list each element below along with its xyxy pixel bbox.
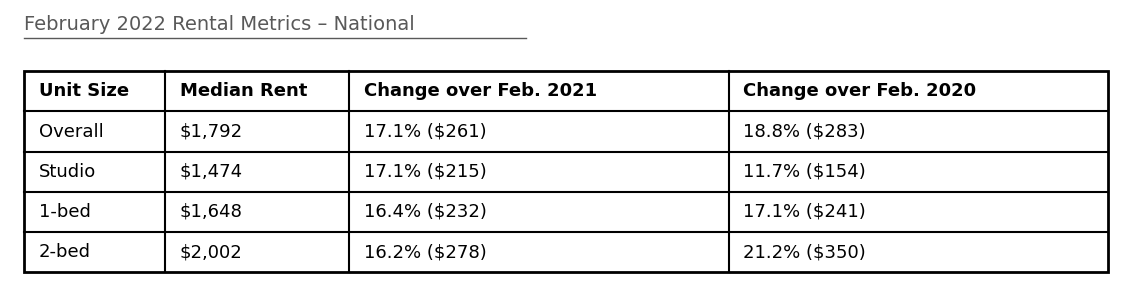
Text: 16.2% ($278): 16.2% ($278) — [363, 243, 487, 261]
Text: 1-bed: 1-bed — [38, 203, 91, 221]
Text: Change over Feb. 2020: Change over Feb. 2020 — [744, 82, 977, 100]
Text: Studio: Studio — [38, 163, 96, 181]
Text: $1,474: $1,474 — [180, 163, 242, 181]
Text: 17.1% ($215): 17.1% ($215) — [363, 163, 487, 181]
Text: $2,002: $2,002 — [180, 243, 242, 261]
Text: $1,648: $1,648 — [180, 203, 242, 221]
Text: February 2022 Rental Metrics – National: February 2022 Rental Metrics – National — [24, 15, 414, 34]
Text: 17.1% ($241): 17.1% ($241) — [744, 203, 866, 221]
Text: 11.7% ($154): 11.7% ($154) — [744, 163, 866, 181]
Text: 18.8% ($283): 18.8% ($283) — [744, 122, 866, 140]
Text: Overall: Overall — [38, 122, 103, 140]
Text: $1,792: $1,792 — [180, 122, 242, 140]
Text: Median Rent: Median Rent — [180, 82, 307, 100]
Text: Unit Size: Unit Size — [38, 82, 129, 100]
Text: 2-bed: 2-bed — [38, 243, 91, 261]
Text: Change over Feb. 2021: Change over Feb. 2021 — [363, 82, 597, 100]
Text: 17.1% ($261): 17.1% ($261) — [363, 122, 487, 140]
Text: 21.2% ($350): 21.2% ($350) — [744, 243, 866, 261]
Text: 16.4% ($232): 16.4% ($232) — [363, 203, 487, 221]
